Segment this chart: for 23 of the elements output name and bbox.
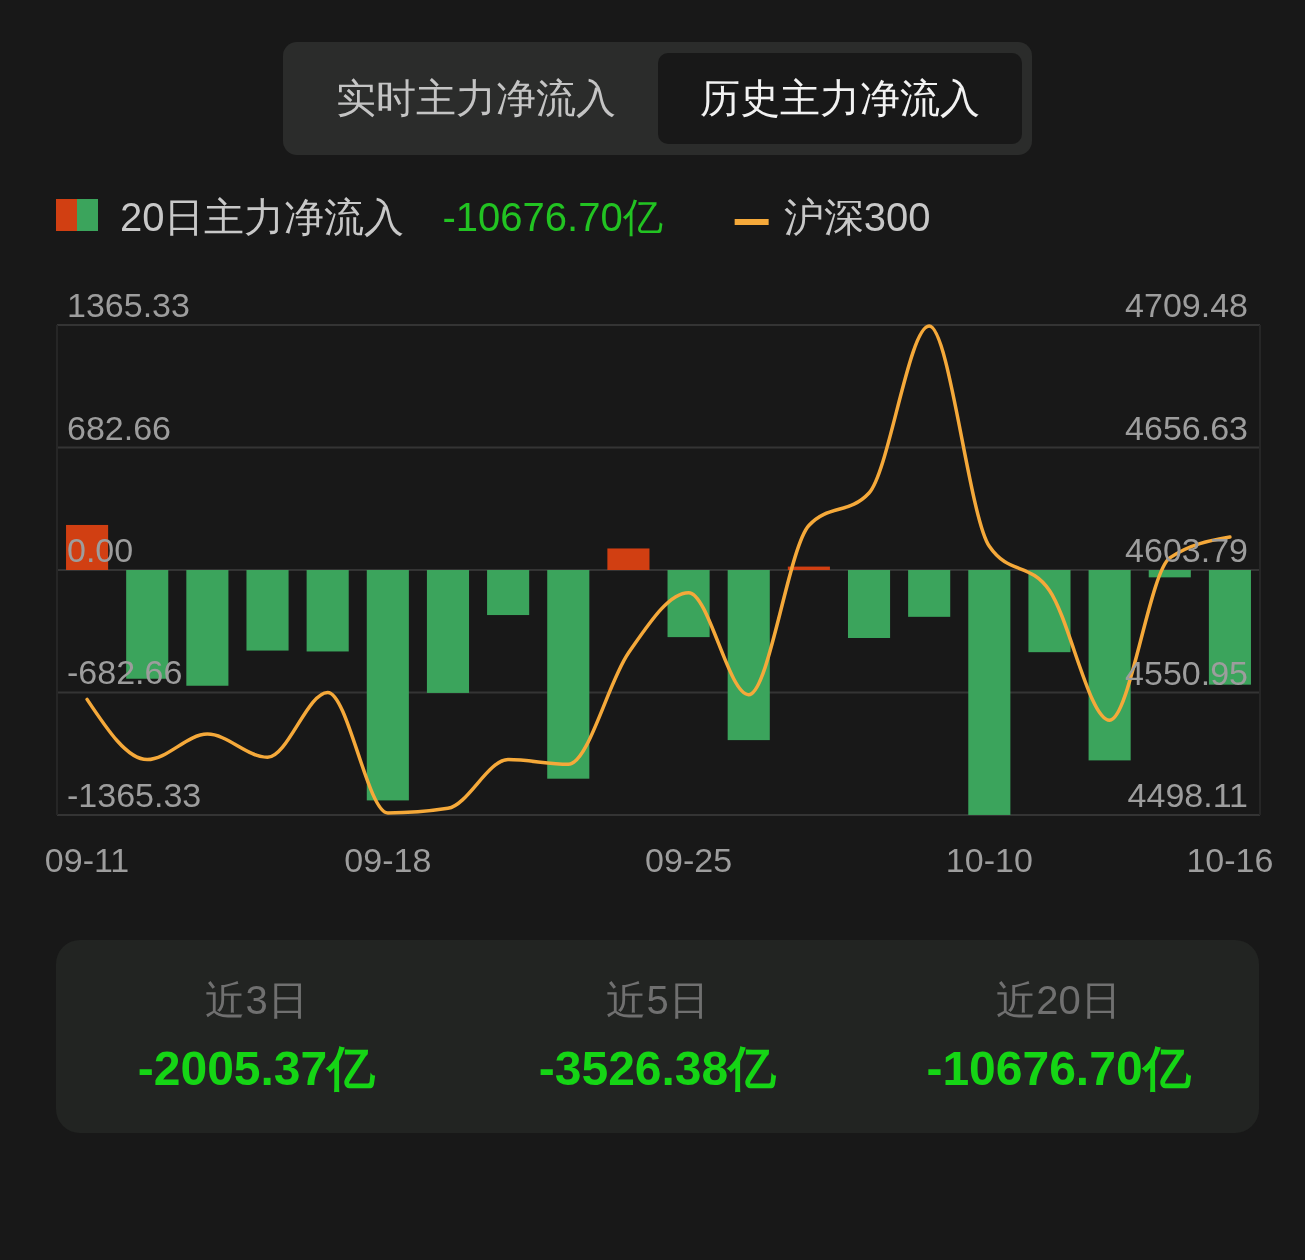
y-tick-label: 1365.33 — [67, 286, 190, 324]
y-tick-label: -1365.33 — [67, 776, 202, 814]
x-tick-label: 09-25 — [645, 841, 733, 879]
y2-tick-label: 4498.11 — [1127, 776, 1248, 814]
x-tick-label: 09-18 — [344, 841, 432, 879]
text: 历史主力净流入 — [700, 76, 980, 120]
x-tick-label: 10-10 — [945, 841, 1033, 879]
text: 近5日 — [606, 978, 709, 1022]
x-tick-label: 10-16 — [1186, 841, 1274, 879]
legend-label: 20日主力净流入 — [120, 195, 405, 239]
y2-tick-label: 4709.48 — [1125, 286, 1248, 324]
y-tick-label: -682.66 — [67, 653, 183, 692]
x-tick-label: 09-11 — [44, 841, 130, 879]
text: -10676.70亿 — [926, 1042, 1192, 1095]
y-tick-label: 682.66 — [67, 408, 171, 447]
text: 近3日 — [205, 978, 308, 1022]
text: -2005.37亿 — [137, 1042, 377, 1095]
text: 近20日 — [996, 978, 1121, 1022]
text: -10676.70亿 — [442, 195, 663, 239]
text: 实时主力净流入 — [336, 76, 616, 120]
legend-label: 沪深300 — [783, 195, 931, 239]
y2-tick-label: 4656.63 — [1125, 408, 1248, 447]
text: -3526.38亿 — [538, 1042, 778, 1095]
